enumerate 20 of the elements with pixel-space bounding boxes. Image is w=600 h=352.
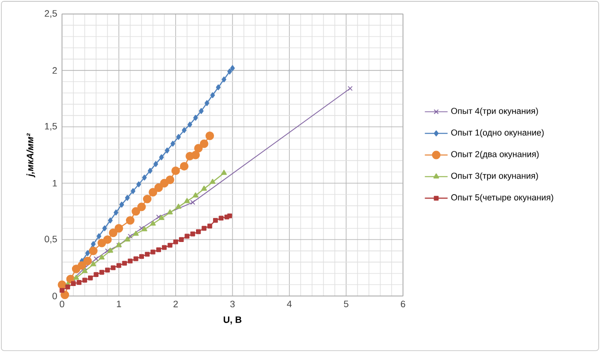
x-tick-label: 0: [60, 300, 64, 308]
y-tick-label: 1: [52, 180, 57, 186]
x-axis-title: U, В: [224, 316, 242, 324]
x-tick-label: 5: [344, 300, 348, 308]
legend-label: Опыт 5(четыре окунания): [451, 194, 554, 202]
legend-label: Опыт 4(три окунания): [451, 108, 538, 116]
y-tick-label: 0,5: [44, 236, 57, 244]
y-tick-label: 2: [52, 67, 57, 74]
x-tick-label: 3: [230, 300, 235, 308]
y-tick-label: 1,5: [45, 122, 57, 131]
legend-label: Опыт 3(три окунания): [451, 172, 538, 181]
y-tick-label: 2,5: [44, 10, 57, 18]
x-tick-label: 2: [174, 300, 178, 308]
y-tick-label: 0: [52, 292, 57, 300]
x-tick-label: 6: [400, 300, 406, 308]
legend-label: Опыт 1(одно окунание): [451, 129, 544, 138]
x-tick-label: 1: [116, 300, 121, 308]
x-tick-label: 4: [286, 300, 292, 308]
y-axis-title: j,мкА/мм²: [26, 133, 36, 178]
legend-label: Опыт 2(два окунания): [451, 150, 539, 159]
